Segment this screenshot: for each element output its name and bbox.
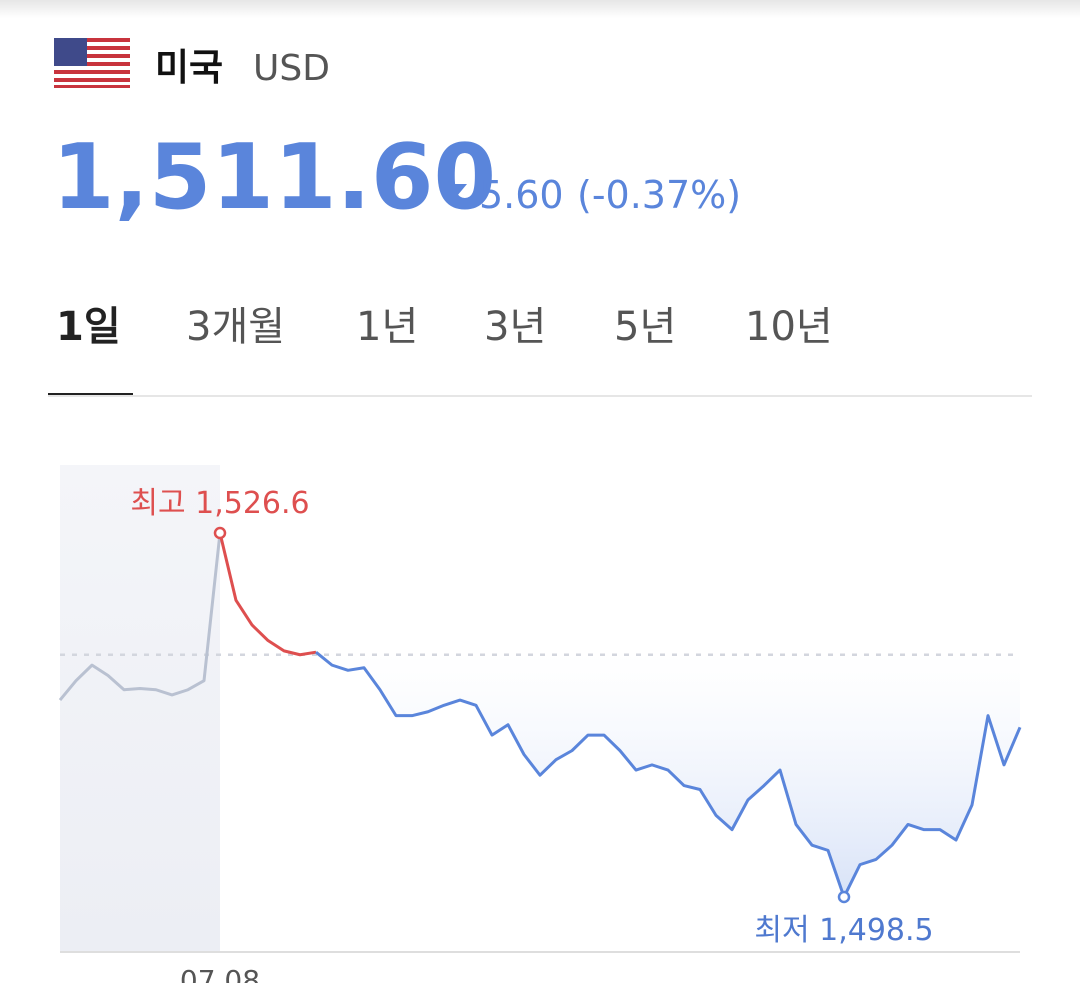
price-line [218,532,317,657]
tab[interactable]: 10년 [745,304,833,350]
high-label: 최고 1,526.6 [130,486,309,521]
tab[interactable]: 5년 [614,304,676,350]
chart: 최고 1,526.6 최저 1,498.5 07.08 [58,465,1022,987]
period-tabs: 1일 3개월 1년 3년 5년 10년 [48,304,833,397]
area-fill [316,652,1020,897]
high-marker [213,526,227,540]
tab[interactable]: 3개월 [186,304,285,350]
pre-session-shade [60,465,220,952]
price-line [58,532,222,702]
us-flag [54,38,130,88]
low-marker [837,890,851,904]
price-line [315,651,1022,899]
price: 1,511.60 [52,125,496,230]
tab[interactable]: 1년 [356,304,418,350]
low-label: 최저 1,498.5 [754,913,933,948]
change: 5.60 [479,173,564,217]
down-arrow [447,184,467,196]
top-shadow [0,0,1080,18]
tab[interactable]: 1일 [56,304,121,350]
country-name: 미국 [155,46,223,89]
change-percent: (-0.37%) [577,173,741,217]
x-tick-label: 07.08 [180,964,260,983]
currency-code: USD [253,48,330,89]
tab[interactable]: 3년 [484,304,546,350]
